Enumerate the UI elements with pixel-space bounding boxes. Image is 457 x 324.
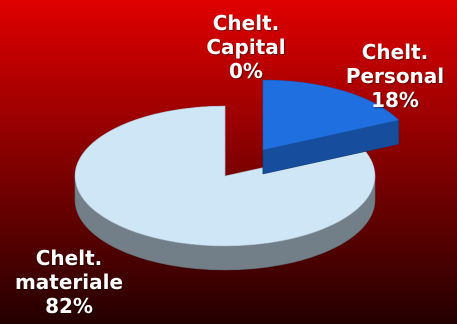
- slice-label-chelt-capital: Chelt. Capital 0%: [193, 11, 299, 83]
- slice-label-percent: 0%: [229, 59, 263, 83]
- slice-label-percent: 18%: [371, 88, 419, 112]
- pie-slice-chelt-personal: [262, 79, 400, 151]
- slice-label-line: Capital: [206, 35, 286, 59]
- slice-label-line: Chelt.: [35, 246, 103, 270]
- slice-label-line: materiale: [14, 270, 124, 294]
- slice-label-line: Chelt.: [361, 40, 429, 64]
- slice-label-line: Personal: [345, 64, 445, 88]
- slice-label-percent: 82%: [45, 294, 93, 318]
- slice-label-line: Chelt.: [212, 11, 280, 35]
- slice-label-chelt-materiale: Chelt. materiale 82%: [4, 246, 134, 318]
- slice-label-chelt-personal: Chelt. Personal 18%: [336, 40, 454, 112]
- pie-slice-chelt-materiale: [74, 105, 376, 247]
